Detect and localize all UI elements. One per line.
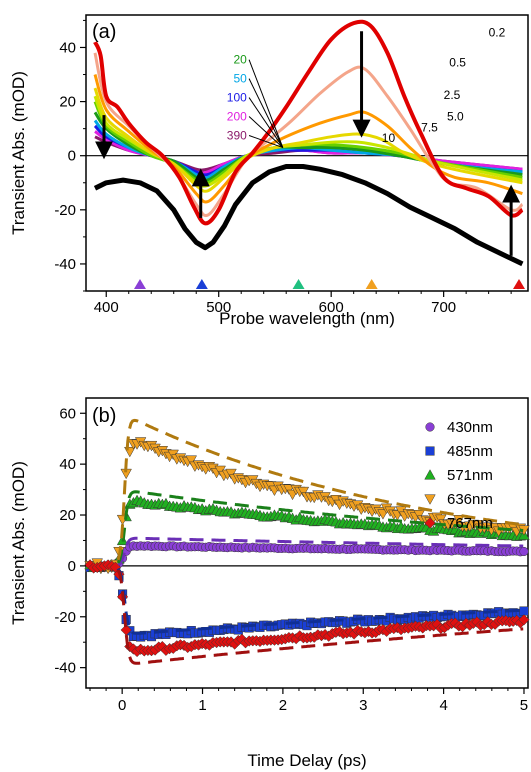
leader-line-200 [248,116,284,148]
fit-636nm [116,418,524,561]
series-a-0_2 [93,19,524,226]
panel-b-frame [85,397,529,689]
wavelength-marker-485 [195,279,208,289]
panel-a-xlabel: Probe wavelength (nm) [219,309,395,328]
ytick-label-b: 60 [59,405,76,422]
legend-marker-767nm [424,517,436,529]
series-b-636nm [84,437,530,575]
time-label-5: 10 [382,131,396,145]
xtick-label-a: 700 [431,299,456,316]
leader-line-50 [248,78,284,148]
ytick-label-a: 0 [68,148,76,165]
fit-485nm [116,567,524,635]
time-label-2: 2.5 [444,88,461,102]
wavelength-marker-430 [133,279,146,289]
data-point [453,515,465,526]
data-point [519,606,529,616]
time-label-left-390: 390 [227,128,247,142]
steady-state-curve [93,164,524,267]
legend-label-430nm: 430nm [447,419,493,436]
xtick-label-b: 5 [520,697,528,714]
leader-line-20 [248,59,284,148]
xtick-label-b: 0 [118,697,126,714]
legend-marker-485nm [425,446,435,456]
ytick-label-a: -40 [54,256,76,273]
xtick-label-b: 2 [279,697,287,714]
fit-571nm [116,490,524,564]
legend-label-767nm: 767nm [447,515,493,532]
series-a-5_0 [93,87,523,193]
xtick-label-a: 600 [319,299,344,316]
time-label-1: 0.5 [449,55,466,69]
ytick-label-b: -20 [54,609,76,626]
wavelength-marker-767 [513,279,526,289]
wavelength-marker-636 [365,279,378,289]
panel-a-ylabel: Transient Abs. (mOD) [9,71,28,235]
xtick-label-a: 400 [94,299,119,316]
wavelength-marker-571 [292,279,305,289]
time-label-left-100: 100 [227,91,247,105]
xtick-label-b: 3 [359,697,367,714]
fit-767nm [116,569,524,665]
legend-marker-571nm [424,469,436,480]
ytick-label-a: 40 [59,39,76,56]
leader-line-390 [248,135,283,149]
data-point [297,486,310,498]
legend-marker-636nm [424,494,436,505]
time-label-4: 7.5 [421,120,438,134]
panel-a-label: (a) [92,21,116,43]
ytick-label-b: -40 [54,660,76,677]
ytick-label-a: 20 [59,94,76,111]
ytick-label-b: 40 [59,456,76,473]
legend-label-636nm: 636nm [447,491,493,508]
fit-430nm [117,536,524,567]
time-label-left-50: 50 [233,72,247,86]
legend-marker-430nm [425,422,435,432]
panel-a-frame [85,14,529,292]
ytick-label-a: -20 [54,202,76,219]
panel-b-ylabel: Transient Abs. (mOD) [9,461,28,625]
panel-b-xlabel: Time Delay (ps) [247,751,366,770]
panel-b-label: (b) [92,405,116,427]
data-point [519,546,529,557]
legend: 430nm 485nm 571nm 636nm 767nm [424,419,493,532]
time-label-left-200: 200 [227,110,247,124]
ytick-label-b: 0 [68,558,76,575]
data-point [413,510,425,521]
series-b-430nm [85,541,529,571]
data-point [518,614,530,626]
data-point [283,484,295,495]
time-label-3: 5.0 [447,110,464,124]
legend-label-485nm: 485nm [447,443,493,460]
xtick-label-b: 4 [439,697,447,714]
xtick-label-a: 500 [206,299,231,316]
series-b-767nm [84,559,530,658]
ytick-label-b: 20 [59,507,76,524]
time-label-left-20: 20 [233,53,247,67]
data-point [395,506,407,517]
series-a-2_5 [93,74,523,204]
time-label-0: 0.2 [489,26,506,40]
legend-label-571nm: 571nm [447,467,493,484]
xtick-label-b: 1 [198,697,206,714]
leader-line-100 [248,97,284,148]
